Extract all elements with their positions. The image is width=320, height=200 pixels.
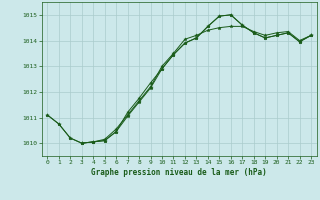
X-axis label: Graphe pression niveau de la mer (hPa): Graphe pression niveau de la mer (hPa) <box>91 168 267 177</box>
